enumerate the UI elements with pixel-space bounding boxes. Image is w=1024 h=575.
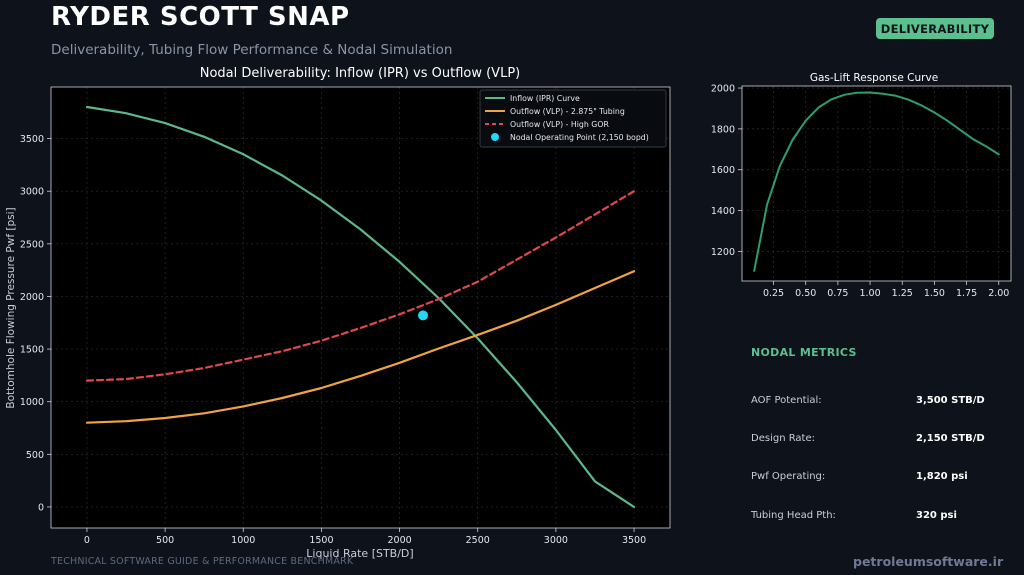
series-line-outflow-vlp-high-gor <box>85 190 636 382</box>
app-title: RYDER SCOTT SNAP <box>51 2 350 32</box>
series-line-series <box>753 91 1000 272</box>
y-tick-label: 3000 <box>20 187 44 198</box>
main-chart-ylabel: Bottomhole Flowing Pressure Pwf [psi] <box>5 207 17 408</box>
plot-frame <box>741 85 1012 282</box>
y-tick-label: 1600 <box>711 165 735 176</box>
legend-swatch <box>491 133 499 141</box>
x-tick-label: 0 <box>84 535 90 546</box>
metrics-title: NODAL METRICS <box>751 346 857 359</box>
x-tick-label: 2.00 <box>988 288 1009 299</box>
metric-label: Tubing Head Pth: <box>751 510 836 521</box>
metric-label: Pwf Operating: <box>751 471 826 482</box>
main-chart-title: Nodal Deliverability: Inflow (IPR) vs Ou… <box>200 66 520 81</box>
y-tick-label: 1200 <box>711 247 735 258</box>
y-tick-label: 2000 <box>711 84 735 95</box>
y-tick-label: 500 <box>26 450 44 461</box>
main-chart-xlabel: Liquid Rate [STB/D] <box>306 547 413 560</box>
gas-chart-title: Gas-Lift Response Curve <box>810 72 938 84</box>
metric-label: Design Rate: <box>751 433 816 444</box>
x-tick-label: 0.75 <box>827 288 848 299</box>
metric-value: 2,150 STB/D <box>916 433 985 444</box>
y-tick-label: 1000 <box>20 397 44 408</box>
x-tick-label: 0.25 <box>763 288 784 299</box>
legend-label: Outflow (VLP) - 2.875" Tubing <box>510 107 625 116</box>
y-tick-label: 1500 <box>20 345 44 356</box>
legend-label: Nodal Operating Point (2,150 bopd) <box>510 133 649 142</box>
y-tick-label: 3500 <box>20 134 44 145</box>
y-tick-label: 2000 <box>20 292 44 303</box>
x-tick-label: 2500 <box>466 535 490 546</box>
metric-value: 320 psi <box>916 510 957 521</box>
legend-label: Outflow (VLP) - High GOR <box>510 120 609 129</box>
x-tick-label: 1.25 <box>892 288 913 299</box>
x-tick-label: 1.50 <box>924 288 945 299</box>
app-subtitle: Deliverability, Tubing Flow Performance … <box>51 42 453 58</box>
series-line-outflow-vlp-2-875-tubing <box>85 270 636 424</box>
x-tick-label: 3000 <box>544 535 568 546</box>
main-chart-legend: Inflow (IPR) Curve Outflow (VLP) - 2.875"… <box>479 89 667 148</box>
plot-background <box>742 86 1011 281</box>
footer-website: petroleumsoftware.ir <box>853 554 1004 569</box>
y-tick-label: 0 <box>38 502 44 513</box>
x-tick-label: 1500 <box>309 535 333 546</box>
x-tick-label: 500 <box>156 535 174 546</box>
x-tick-label: 1000 <box>231 535 255 546</box>
metric-label: AOF Potential: <box>751 395 822 406</box>
y-tick-label: 1800 <box>711 124 735 135</box>
footer-caption: TECHNICAL SOFTWARE GUIDE & PERFORMANCE B… <box>51 556 354 567</box>
x-tick-label: 1.75 <box>956 288 977 299</box>
operating-point-marker <box>418 310 429 321</box>
x-tick-label: 2000 <box>387 535 411 546</box>
gas-plot-area: 0.25 0.50 0.75 1.00 1.25 1.50 1.75 2.00 1200 1400… <box>711 84 1012 299</box>
deliverability-badge: DELIVERABILITY <box>876 18 994 39</box>
main-plot-area: 0 500 1000 1500 2000 2500 3000 3500 0 500 1000 1500… <box>20 86 671 546</box>
plot-frame <box>50 86 671 529</box>
metric-value: 3,500 STB/D <box>916 395 985 406</box>
metric-value: 1,820 psi <box>916 471 968 482</box>
y-tick-label: 1400 <box>711 206 735 217</box>
x-tick-label: 0.50 <box>795 288 816 299</box>
legend-label: Inflow (IPR) Curve <box>510 94 580 103</box>
x-tick-label: 1.00 <box>859 288 880 299</box>
legend-box <box>479 89 667 148</box>
x-tick-label: 3500 <box>622 535 646 546</box>
series-line-inflow-ipr-curve <box>85 105 636 508</box>
y-tick-label: 2500 <box>20 239 44 250</box>
